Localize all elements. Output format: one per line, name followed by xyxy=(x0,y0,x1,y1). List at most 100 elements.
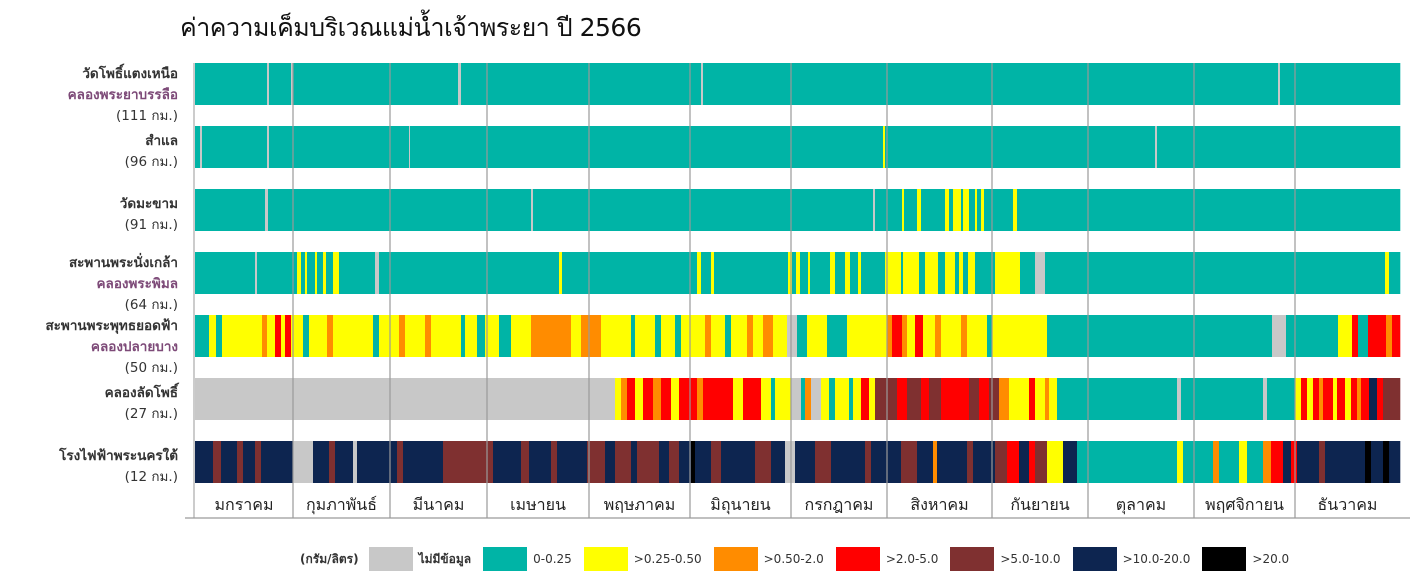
month-label: กรกฎาคม xyxy=(805,495,874,514)
heatmap-segment xyxy=(1295,378,1302,420)
heatmap-segment xyxy=(1338,315,1353,357)
legend-unit: (กรัม/ลิตร) xyxy=(300,551,359,566)
heatmap-segment xyxy=(892,315,903,357)
heatmap-segment xyxy=(791,378,802,420)
heatmap-segment xyxy=(755,441,772,483)
heatmap-segment xyxy=(1177,378,1182,420)
month-label: มีนาคม xyxy=(413,495,465,514)
heatmap-segment xyxy=(222,315,263,357)
heatmap-segment xyxy=(979,378,990,420)
heatmap-segment xyxy=(721,441,756,483)
heatmap-segment xyxy=(291,63,294,105)
month-label: เมษายน xyxy=(510,495,566,514)
heatmap-segment xyxy=(305,252,308,294)
heatmap-segment xyxy=(373,315,380,357)
heatmap-segment xyxy=(875,189,903,231)
heatmap-segment xyxy=(829,378,836,420)
heatmap-segment xyxy=(1319,378,1324,420)
heatmap-segment xyxy=(1392,315,1401,357)
heatmap-segment xyxy=(792,252,797,294)
heatmap-segment xyxy=(1035,378,1046,420)
heatmap-segment xyxy=(631,315,636,357)
heatmap-segment xyxy=(885,252,902,294)
heatmap-segment xyxy=(257,252,298,294)
heatmap-segment xyxy=(902,315,908,357)
heatmap-segment xyxy=(209,315,217,357)
heatmap-segment xyxy=(907,378,922,420)
station-canal: คลองพระยาบรรลือ xyxy=(68,87,178,103)
station-canal: คลองพระพิมล xyxy=(97,276,178,292)
heatmap-segment xyxy=(1351,378,1358,420)
heatmap-segment xyxy=(815,441,832,483)
legend-items: ไม่มีข้อมูล 0-0.25 >0.25-0.50 >0.50-2.0 >2.0… xyxy=(368,547,1302,571)
heatmap-segment xyxy=(937,441,968,483)
heatmap-segment xyxy=(1383,378,1401,420)
heatmap-segment xyxy=(695,441,712,483)
legend-label: >20.0 xyxy=(1252,552,1290,566)
heatmap-segment xyxy=(307,252,316,294)
heatmap-segment xyxy=(705,315,712,357)
heatmap-segment xyxy=(521,441,530,483)
heatmap-segment xyxy=(195,126,201,168)
legend-item: >20.0 xyxy=(1202,547,1289,571)
station-distance: (91 กม.) xyxy=(125,217,178,233)
heatmap-segment xyxy=(1183,441,1214,483)
heatmap-segment xyxy=(443,441,494,483)
heatmap-segment xyxy=(458,63,462,105)
heatmap-segment xyxy=(1369,378,1378,420)
heatmap-segment xyxy=(333,252,340,294)
heatmap-segment xyxy=(635,315,656,357)
station-distance: (64 กม.) xyxy=(125,297,178,313)
heatmap-segment xyxy=(1035,252,1046,294)
heatmap-segment xyxy=(195,441,214,483)
heatmap-segment xyxy=(587,441,606,483)
legend-item: ไม่มีข้อมูล xyxy=(368,547,471,571)
heatmap-segment xyxy=(661,378,672,420)
legend-swatch xyxy=(1072,547,1117,571)
heatmap-segment xyxy=(1219,441,1240,483)
heatmap-segment xyxy=(1009,378,1030,420)
heatmap-segment xyxy=(801,378,806,420)
heatmap-segment xyxy=(995,441,1008,483)
heatmap-segment xyxy=(1020,252,1036,294)
month-label: สิงหาคม xyxy=(910,495,968,514)
heatmap-segment xyxy=(557,441,588,483)
month-dividers xyxy=(185,63,1410,519)
heatmap-segment xyxy=(711,315,726,357)
heatmap-segment xyxy=(297,252,302,294)
heatmap-segment xyxy=(959,252,964,294)
heatmap-segment xyxy=(835,252,846,294)
heatmap-segment xyxy=(875,378,898,420)
heatmap-segment xyxy=(865,441,872,483)
heatmap-segment xyxy=(921,189,946,231)
heatmap-segment xyxy=(1313,378,1320,420)
heatmap-segment xyxy=(301,252,306,294)
heatmap-segment xyxy=(200,126,203,168)
heatmap-segment xyxy=(291,315,304,357)
heatmap-segment xyxy=(711,252,715,294)
heatmap-segment xyxy=(963,252,969,294)
heatmap-segment xyxy=(1337,378,1346,420)
heatmap-segment xyxy=(714,252,789,294)
heatmap-segment xyxy=(399,315,406,357)
heatmap-segment xyxy=(643,378,654,420)
heatmap-segment xyxy=(627,378,636,420)
heatmap-segment xyxy=(917,189,922,231)
heatmap-segment xyxy=(581,315,602,357)
legend-item: >0.25-0.50 xyxy=(583,547,702,571)
heatmap-segment xyxy=(425,315,432,357)
heatmap-segment xyxy=(949,189,954,231)
heatmap-segment xyxy=(499,315,512,357)
station-name: สะพานพระพุทธยอดฟ้า xyxy=(45,318,178,334)
heatmap-segment xyxy=(945,252,956,294)
heatmap-segment xyxy=(269,63,292,105)
heatmap-segment xyxy=(999,378,1010,420)
heatmap-segment xyxy=(255,441,262,483)
legend-label: >0.50-2.0 xyxy=(763,552,824,566)
heatmap-segment xyxy=(653,378,662,420)
heatmap-segment xyxy=(326,252,334,294)
heatmap-segment xyxy=(631,441,638,483)
heatmap-segment xyxy=(938,252,946,294)
heatmap-segment xyxy=(807,315,828,357)
heatmap-segment xyxy=(313,441,330,483)
